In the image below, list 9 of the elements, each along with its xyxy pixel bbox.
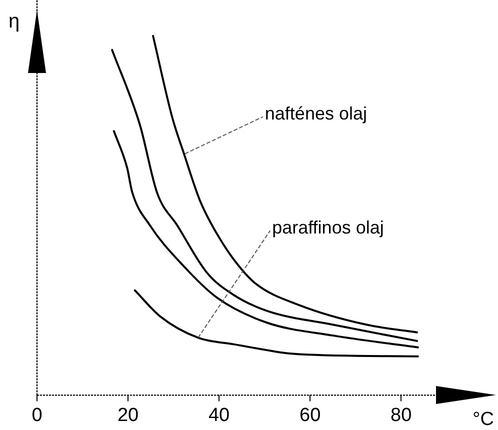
x-tick-label: 60: [299, 404, 321, 426]
annotation: nafténes olaj: [264, 104, 367, 124]
annotation: paraffinos olaj: [272, 218, 384, 238]
x-tick-label: 40: [208, 404, 230, 426]
x-tick-label: 20: [117, 404, 139, 426]
x-axis-title: °C: [472, 409, 494, 430]
x-tick-label: 0: [32, 404, 42, 426]
y-axis-title: η: [8, 10, 20, 33]
x-tick-label: 80: [390, 404, 412, 426]
